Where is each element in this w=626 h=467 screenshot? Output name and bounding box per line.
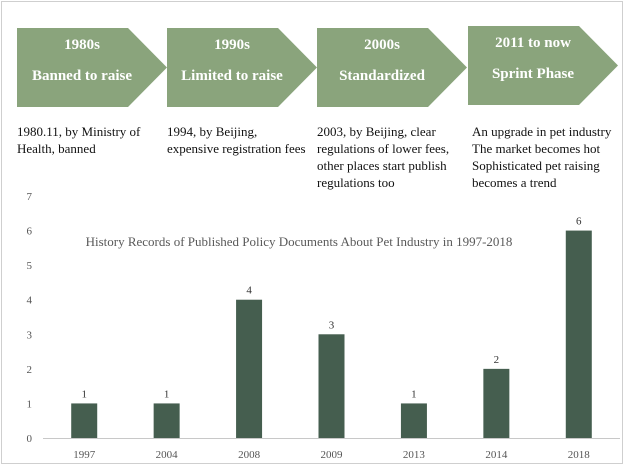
phase-arrow-1990s: 1990s Limited to raise — [167, 28, 317, 107]
chart-title: History Records of Published Policy Docu… — [86, 234, 513, 249]
data-label-2009: 3 — [329, 319, 335, 331]
phase-name: Limited to raise — [181, 68, 283, 84]
arrow-shape-icon — [317, 28, 467, 107]
bar-2009 — [318, 334, 345, 438]
x-tick-label-2018: 2018 — [568, 449, 591, 461]
data-label-2008: 4 — [246, 285, 252, 297]
bar-2004 — [153, 403, 180, 438]
phase-arrow-1980s: 1980s Banned to raise — [17, 28, 167, 107]
phase-description-2000s: 2003, by Beijing, clear regulations of l… — [317, 124, 450, 190]
x-tick-label-2014: 2014 — [485, 449, 508, 461]
y-tick-label: 7 — [27, 191, 33, 203]
bar-1997 — [71, 403, 98, 438]
phase-name: Sprint Phase — [491, 66, 575, 82]
bar-2014 — [483, 368, 510, 438]
x-tick-label-2009: 2009 — [321, 449, 344, 461]
phase-name: Standardized — [339, 68, 425, 84]
y-tick-label: 2 — [27, 364, 33, 376]
phase-arrow-2000s: 2000s Standardized — [317, 28, 467, 107]
bar-2018 — [565, 230, 592, 438]
arrow-shape-icon — [167, 28, 317, 107]
x-tick-label-2013: 2013 — [403, 449, 426, 461]
phase-description-1990s: 1994, by Beijing, expensive registration… — [167, 124, 306, 156]
y-axis: 0 1 2 3 4 5 6 7 — [27, 191, 33, 445]
phase-era: 1980s — [64, 37, 100, 53]
arrow-shape-icon — [17, 28, 167, 107]
phase-name: Banned to raise — [31, 68, 132, 84]
y-tick-label: 3 — [27, 329, 33, 341]
x-axis: 1997 2004 2008 2009 2013 2014 2018 — [73, 449, 590, 461]
y-tick-label: 6 — [27, 226, 33, 238]
data-label-2018: 6 — [576, 216, 582, 228]
data-labels: 1 1 4 3 1 2 6 — [81, 216, 582, 401]
x-tick-label-2004: 2004 — [156, 449, 179, 461]
x-tick-label-2008: 2008 — [238, 449, 261, 461]
phase-description-1980s: 1980.11, by Ministry of Health, banned — [17, 124, 141, 156]
data-label-2014: 2 — [494, 354, 500, 366]
phase-era: 1990s — [214, 37, 250, 53]
phase-description-2011: An upgrade in pet industry The market be… — [472, 124, 612, 190]
phase-era: 2011 to now — [495, 35, 571, 51]
phase-arrow-2011: 2011 to now Sprint Phase — [468, 26, 618, 105]
y-tick-label: 4 — [27, 295, 33, 307]
data-label-1997: 1 — [81, 388, 87, 400]
arrow-shape-icon — [468, 26, 618, 105]
data-label-2013: 1 — [411, 388, 417, 400]
bar-2008 — [236, 299, 263, 438]
bar-2013 — [400, 403, 427, 438]
bars — [71, 230, 592, 438]
x-tick-label-1997: 1997 — [73, 449, 96, 461]
y-tick-label: 0 — [27, 433, 33, 445]
data-label-2004: 1 — [164, 388, 170, 400]
phase-era: 2000s — [364, 37, 400, 53]
y-tick-label: 5 — [27, 260, 33, 272]
y-tick-label: 1 — [27, 398, 33, 410]
